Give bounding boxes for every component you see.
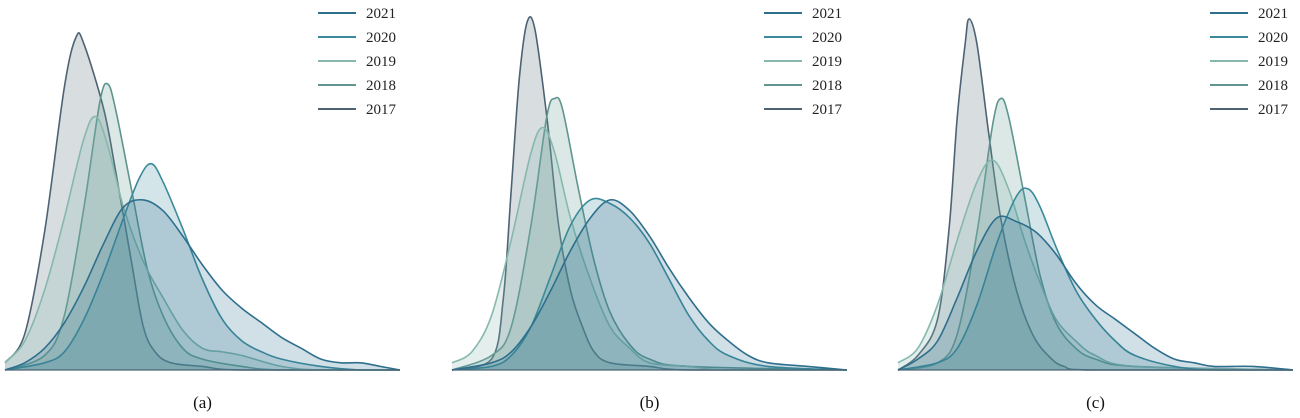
legend-label-2021: 2021: [1258, 6, 1288, 22]
legend-label-2019: 2019: [366, 54, 396, 70]
density-area-2020: [5, 163, 400, 370]
series-2018: [897, 97, 1294, 371]
density-area-2018: [5, 83, 400, 371]
legend-label-2021: 2021: [366, 6, 396, 22]
series-2021: [897, 215, 1294, 371]
density-line-2018: [897, 97, 1294, 371]
panel-caption: (b): [640, 393, 660, 412]
legend-label-2020: 2020: [1258, 30, 1288, 46]
density-area-2017: [5, 32, 400, 370]
density-area-2021: [452, 199, 847, 370]
legend-label-2017: 2017: [366, 102, 397, 118]
series-2019: [4, 115, 400, 371]
density-area-2019: [898, 159, 1293, 370]
series-2021: [451, 198, 848, 371]
legend-label-2020: 2020: [366, 30, 396, 46]
series-2017: [451, 16, 847, 371]
legend: 2021 2020 2019 2018 2017: [1210, 6, 1289, 118]
legend-label-2017: 2017: [812, 102, 843, 118]
density-area-2020: [452, 198, 847, 370]
density-line-2017: [897, 18, 1293, 371]
density-line-2019: [451, 126, 847, 371]
density-line-2018: [4, 82, 400, 371]
density-line-2021: [897, 215, 1294, 371]
density-area-2017: [452, 16, 847, 371]
density-line-2018: [451, 96, 848, 371]
density-area-2021: [898, 216, 1293, 370]
density-line-2021: [451, 198, 848, 371]
density-line-2017: [4, 32, 400, 371]
legend-label-2018: 2018: [366, 78, 396, 94]
legend-label-2017: 2017: [1258, 102, 1289, 118]
density-area-2017: [898, 18, 1293, 371]
density-line-2020: [897, 187, 1293, 371]
density-area-2020: [898, 188, 1293, 370]
density-line-2019: [897, 159, 1294, 371]
density-area-2019: [5, 116, 400, 370]
series-2019: [897, 159, 1294, 371]
legend-label-2018: 2018: [1258, 78, 1288, 94]
chart-panel-2: 2021 2020 2019 2018 2017 (b): [451, 6, 848, 412]
series-2020: [897, 187, 1293, 371]
density-line-2017: [451, 16, 847, 371]
series-2020: [451, 197, 848, 371]
legend-label-2021: 2021: [812, 6, 842, 22]
density-area-2019: [452, 127, 847, 370]
density-line-2021: [4, 198, 401, 371]
legend-label-2019: 2019: [812, 54, 842, 70]
legend-label-2020: 2020: [812, 30, 842, 46]
chart-panel-1: 2021 2020 2019 2018 2017 (a): [4, 6, 401, 412]
legend-label-2018: 2018: [812, 78, 842, 94]
density-area-2018: [898, 98, 1293, 370]
legend: 2021 2020 2019 2018 2017: [318, 6, 397, 118]
density-line-2019: [4, 115, 400, 371]
density-area-2018: [452, 97, 847, 370]
density-area-2021: [5, 199, 400, 370]
series-2018: [4, 82, 400, 371]
series-2018: [451, 96, 848, 371]
series-2019: [451, 126, 847, 371]
legend: 2021 2020 2019 2018 2017: [764, 6, 843, 118]
series-2021: [4, 198, 401, 371]
panel-caption: (c): [1086, 393, 1105, 412]
chart-panel-3: 2021 2020 2019 2018 2017 (c): [897, 6, 1294, 412]
density-line-2020: [451, 197, 848, 371]
series-2017: [4, 32, 400, 371]
density-line-2020: [4, 162, 400, 371]
series-2017: [897, 18, 1293, 371]
legend-label-2019: 2019: [1258, 54, 1288, 70]
series-2020: [4, 162, 400, 371]
panel-caption: (a): [193, 393, 212, 412]
